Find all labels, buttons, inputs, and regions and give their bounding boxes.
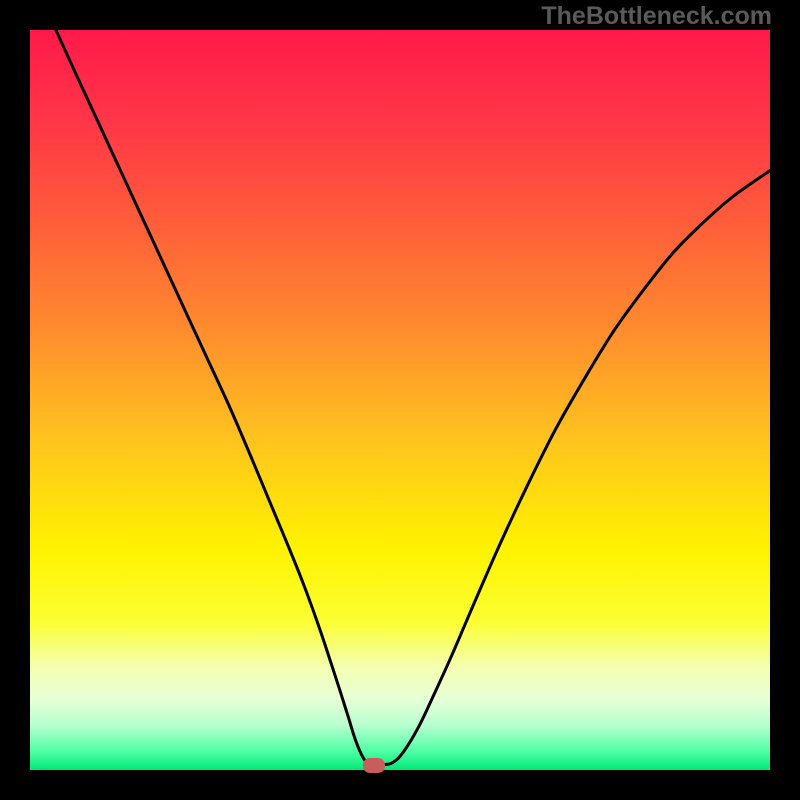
optimal-marker bbox=[363, 758, 385, 773]
bottleneck-curve bbox=[30, 30, 770, 770]
plot-area bbox=[30, 30, 770, 770]
watermark-text: TheBottleneck.com bbox=[541, 2, 772, 31]
